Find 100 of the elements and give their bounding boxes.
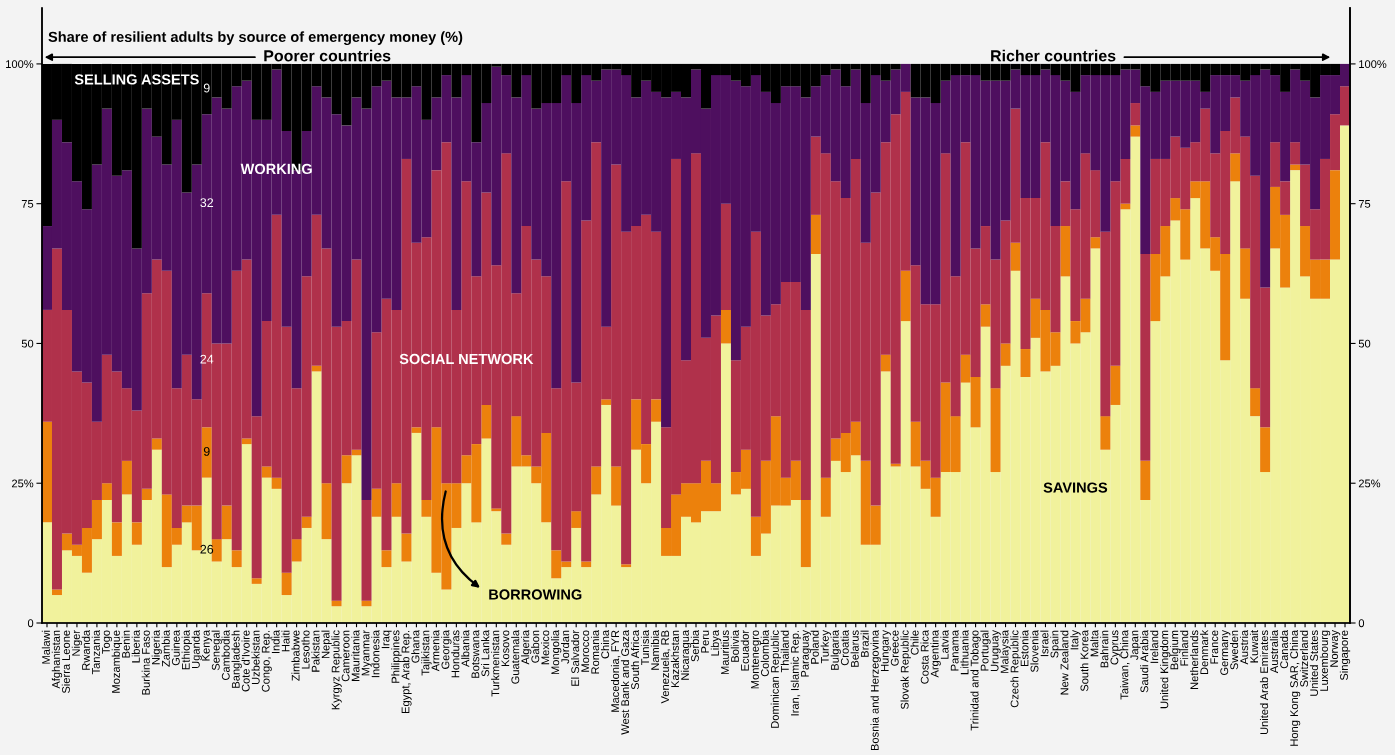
x-tick-label: Belgium (1170, 630, 1181, 670)
x-tick-label: Morocco (581, 630, 590, 672)
x-tick-label: Zimbabwe (291, 630, 300, 681)
x-tick-label: Singapore (1339, 630, 1351, 681)
x-tick-label: Peru (701, 630, 709, 653)
x-tick-label: Greece (890, 630, 899, 666)
x-tick-label: Malta (1090, 629, 1099, 657)
x-tick-label: Costa Rica (920, 629, 929, 684)
x-tick-label: Gabon (531, 630, 540, 663)
annotation: Poorer countries (264, 49, 391, 62)
x-tick-label: Armenia (431, 629, 440, 672)
x-tick-label: United Arab Emirates (1259, 630, 1269, 735)
x-tick-label: Trinidad and Tobago (970, 630, 981, 731)
x-tick-label: Brazil (860, 630, 869, 657)
x-tick-label: Georgia (441, 629, 452, 669)
x-tick-label: Namibia (650, 629, 660, 670)
x-tick-label: Colombia (760, 629, 769, 677)
annotation: SELLING ASSETS (74, 74, 199, 85)
x-tick-label: Algeria (521, 629, 532, 665)
x-tick-label: Rwanda (81, 629, 90, 670)
x-tick-label: Japan (1130, 630, 1141, 661)
annotation: Richer countries (991, 49, 1116, 62)
x-tick-label: Czech Republic (1010, 630, 1021, 708)
y-tick-label: 100% (6, 60, 34, 69)
x-tick-label: United States (1309, 630, 1319, 696)
x-tick-label: Mauritania (351, 629, 360, 681)
x-tick-label: Senegal (211, 630, 222, 671)
x-tick-label: Jordan (561, 630, 570, 664)
x-tick-label: Mauritius (720, 630, 729, 675)
x-tick-label: Philippines (391, 630, 402, 683)
x-tick-label: Turkey (820, 629, 831, 664)
x-tick-label: Lithuania (960, 629, 969, 675)
x-tick-label: Nigeria (151, 629, 162, 665)
x-tick-label: Libya (710, 629, 722, 656)
x-tick-label: Congo, Rep. (261, 630, 272, 692)
x-tick-label: Paraguay (801, 629, 812, 677)
x-tick-label: Niger (71, 630, 83, 656)
x-tick-label: Macedonia, FYR (610, 630, 621, 712)
y2-tick-label: 0 (1358, 619, 1365, 628)
x-tick-label: Indonesia (371, 629, 380, 678)
x-tick-label: Mozambique (111, 630, 123, 693)
x-tick-label: Kenya (201, 629, 212, 661)
x-tick-label: Venezuela, RB (660, 630, 671, 704)
x-tick-label: Belarus (850, 630, 859, 667)
x-tick-label: Albania (461, 629, 470, 667)
x-tick-label: Argentina (930, 629, 941, 678)
x-tick-label: South Africa (630, 629, 640, 690)
x-tick-label: Sweden (1230, 630, 1239, 670)
x-tick-label: Dominican Republic (770, 630, 782, 728)
x-tick-label: Mexico (541, 630, 550, 665)
y-tick-label: 50 (21, 339, 34, 348)
x-tick-label: Malaysia (1000, 629, 1011, 673)
x-tick-label: Hungary (880, 629, 891, 672)
x-tick-label: El Salvador (571, 630, 580, 686)
data-label: 9 (203, 83, 210, 93)
x-tick-label: Israel (1040, 630, 1049, 657)
x-tick-label: Guinea (171, 629, 180, 666)
x-tick-label: Cote d'Ivoire (241, 630, 250, 692)
x-tick-label: China (600, 629, 610, 659)
text: Share of resilient adults by source of emergency money (%) (48, 31, 463, 45)
x-tick-label: Bulgaria (830, 629, 841, 670)
x-tick-label: Pakistan (311, 630, 320, 672)
y2-tick-label: 100% (1359, 60, 1387, 69)
annotation: SAVINGS (1043, 482, 1108, 493)
x-tick-label: Iraq (381, 630, 392, 649)
x-tick-label: Portugal (980, 630, 991, 671)
x-tick-label: Ireland (1150, 630, 1159, 663)
x-tick-label: Iran, Islamic Rep. (790, 630, 802, 716)
x-tick-label: Serbia (690, 629, 699, 662)
annotation: WORKING (240, 163, 312, 175)
x-tick-label: Bahrain (1100, 630, 1109, 668)
x-tick-label: Montenegro (751, 630, 762, 689)
x-tick-label: Turkmenistan (491, 630, 500, 697)
x-tick-label: Togo (102, 630, 113, 654)
x-tick-label: Bangladesh (231, 630, 242, 688)
x-tick-label: Kuwait (1249, 630, 1259, 663)
x-tick-label: Denmark (1200, 629, 1209, 675)
x-tick-label: Taiwan, China (1120, 629, 1130, 700)
x-tick-label: Thailand (780, 630, 789, 673)
x-tick-label: Finland (1180, 630, 1189, 666)
x-tick-label: Luxembourg (1319, 630, 1331, 691)
x-tick-label: New Zealand (1060, 630, 1069, 695)
x-tick-label: Cameroon (341, 630, 350, 682)
x-tick-label: Lesotho (301, 630, 310, 669)
y2-tick-label: 25% (1358, 479, 1381, 488)
annotation: BORROWING (489, 589, 582, 600)
x-tick-label: Slovenia (1030, 629, 1039, 673)
x-tick-label: Burkina Faso (141, 630, 150, 695)
x-tick-label: Benin (121, 630, 130, 658)
x-tick-label: Tunisia (640, 629, 650, 666)
x-tick-label: Spain (1050, 630, 1061, 658)
x-tick-label: Romania (590, 629, 600, 674)
data-label: 24 (200, 354, 214, 364)
x-tick-label: Nicaragua (680, 629, 692, 680)
x-tick-label: Austria (1239, 629, 1249, 665)
x-tick-label: Ethiopia (181, 629, 192, 670)
x-tick-label: Uzbekistan (251, 630, 260, 685)
x-tick-label: Croatia (840, 629, 849, 666)
x-tick-label: South Korea (1080, 629, 1089, 692)
y-tick-label: 25% (11, 479, 34, 488)
